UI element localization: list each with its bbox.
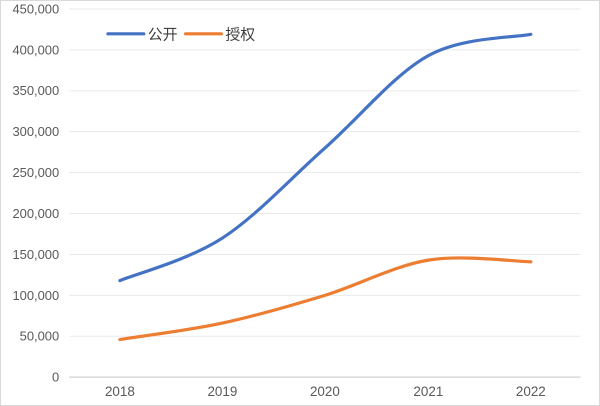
legend-item-granted: 授权 [183, 26, 255, 43]
series-line-granted [118, 256, 533, 342]
legend-item-published: 公开 [106, 26, 178, 43]
y-axis-label: 0 [52, 370, 59, 385]
y-axis-label: 50,000 [20, 329, 60, 344]
y-axis-label: 400,000 [12, 42, 59, 57]
x-axis-label: 2018 [105, 384, 135, 399]
x-axis-label: 2022 [516, 384, 546, 399]
legend-label-granted: 授权 [225, 26, 255, 43]
y-axis-label: 200,000 [12, 206, 59, 221]
legend: 公开 授权 [106, 26, 255, 43]
y-axis-label: 250,000 [12, 165, 59, 180]
x-axis-label: 2020 [310, 384, 340, 399]
series-line-published [118, 32, 533, 283]
y-axis-label: 150,000 [12, 247, 59, 262]
y-axis-label: 100,000 [12, 288, 59, 303]
y-axis-label: 300,000 [12, 124, 59, 139]
y-axis-label: 350,000 [12, 83, 59, 98]
legend-label-published: 公开 [148, 26, 178, 43]
y-axis-label: 450,000 [12, 1, 59, 16]
x-axis-label: 2019 [207, 384, 237, 399]
x-axis-label: 2021 [413, 384, 443, 399]
